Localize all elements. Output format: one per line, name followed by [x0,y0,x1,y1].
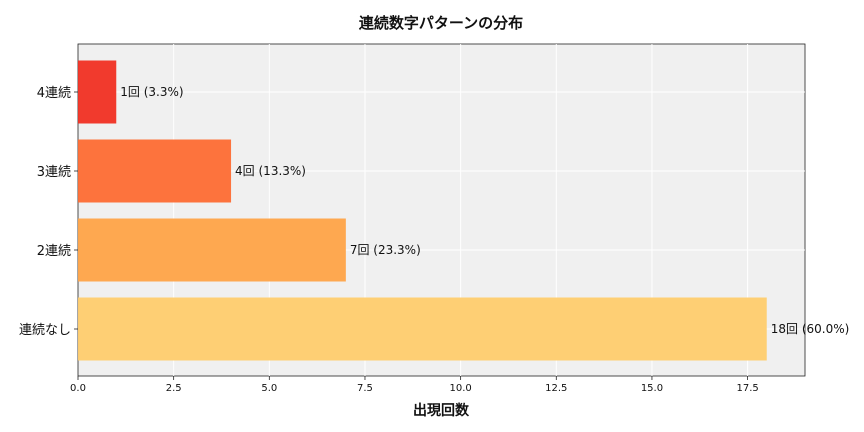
y-tick-label: 連続なし [19,323,71,338]
bar [78,60,117,124]
data-label: 7回 (23.3%) [350,243,421,257]
x-tick-label: 10.0 [449,383,471,394]
data-labels: 18回 (60.0%) 7回 (23.3%) 4回 (13.3%) 1回 (3.3%) [120,85,849,336]
bar [78,297,767,361]
bars [78,60,767,361]
y-tick-label: 4連続 [37,86,71,101]
data-label: 18回 (60.0%) [771,322,850,336]
y-tick-label: 2連続 [37,244,71,259]
bar [78,218,346,282]
y-tick-labels: 連続なし 2連続 3連続 4連続 [19,86,78,338]
x-tick-label: 2.5 [166,383,182,394]
y-tick-label: 3連続 [37,165,71,180]
x-tick-label: 17.5 [736,383,758,394]
x-tick-label: 12.5 [545,383,567,394]
x-tick-label: 7.5 [357,383,373,394]
x-tick-label: 15.0 [641,383,663,394]
chart-title: 連続数字パターンの分布 [359,14,523,32]
data-label: 4回 (13.3%) [235,164,306,178]
x-tick-labels: 0.0 2.5 5.0 7.5 10.0 12.5 15.0 17.5 [70,376,759,394]
x-axis-label: 出現回数 [413,402,470,419]
bar [78,139,232,203]
x-tick-label: 0.0 [70,383,86,394]
x-tick-label: 5.0 [261,383,277,394]
data-label: 1回 (3.3%) [120,85,183,99]
